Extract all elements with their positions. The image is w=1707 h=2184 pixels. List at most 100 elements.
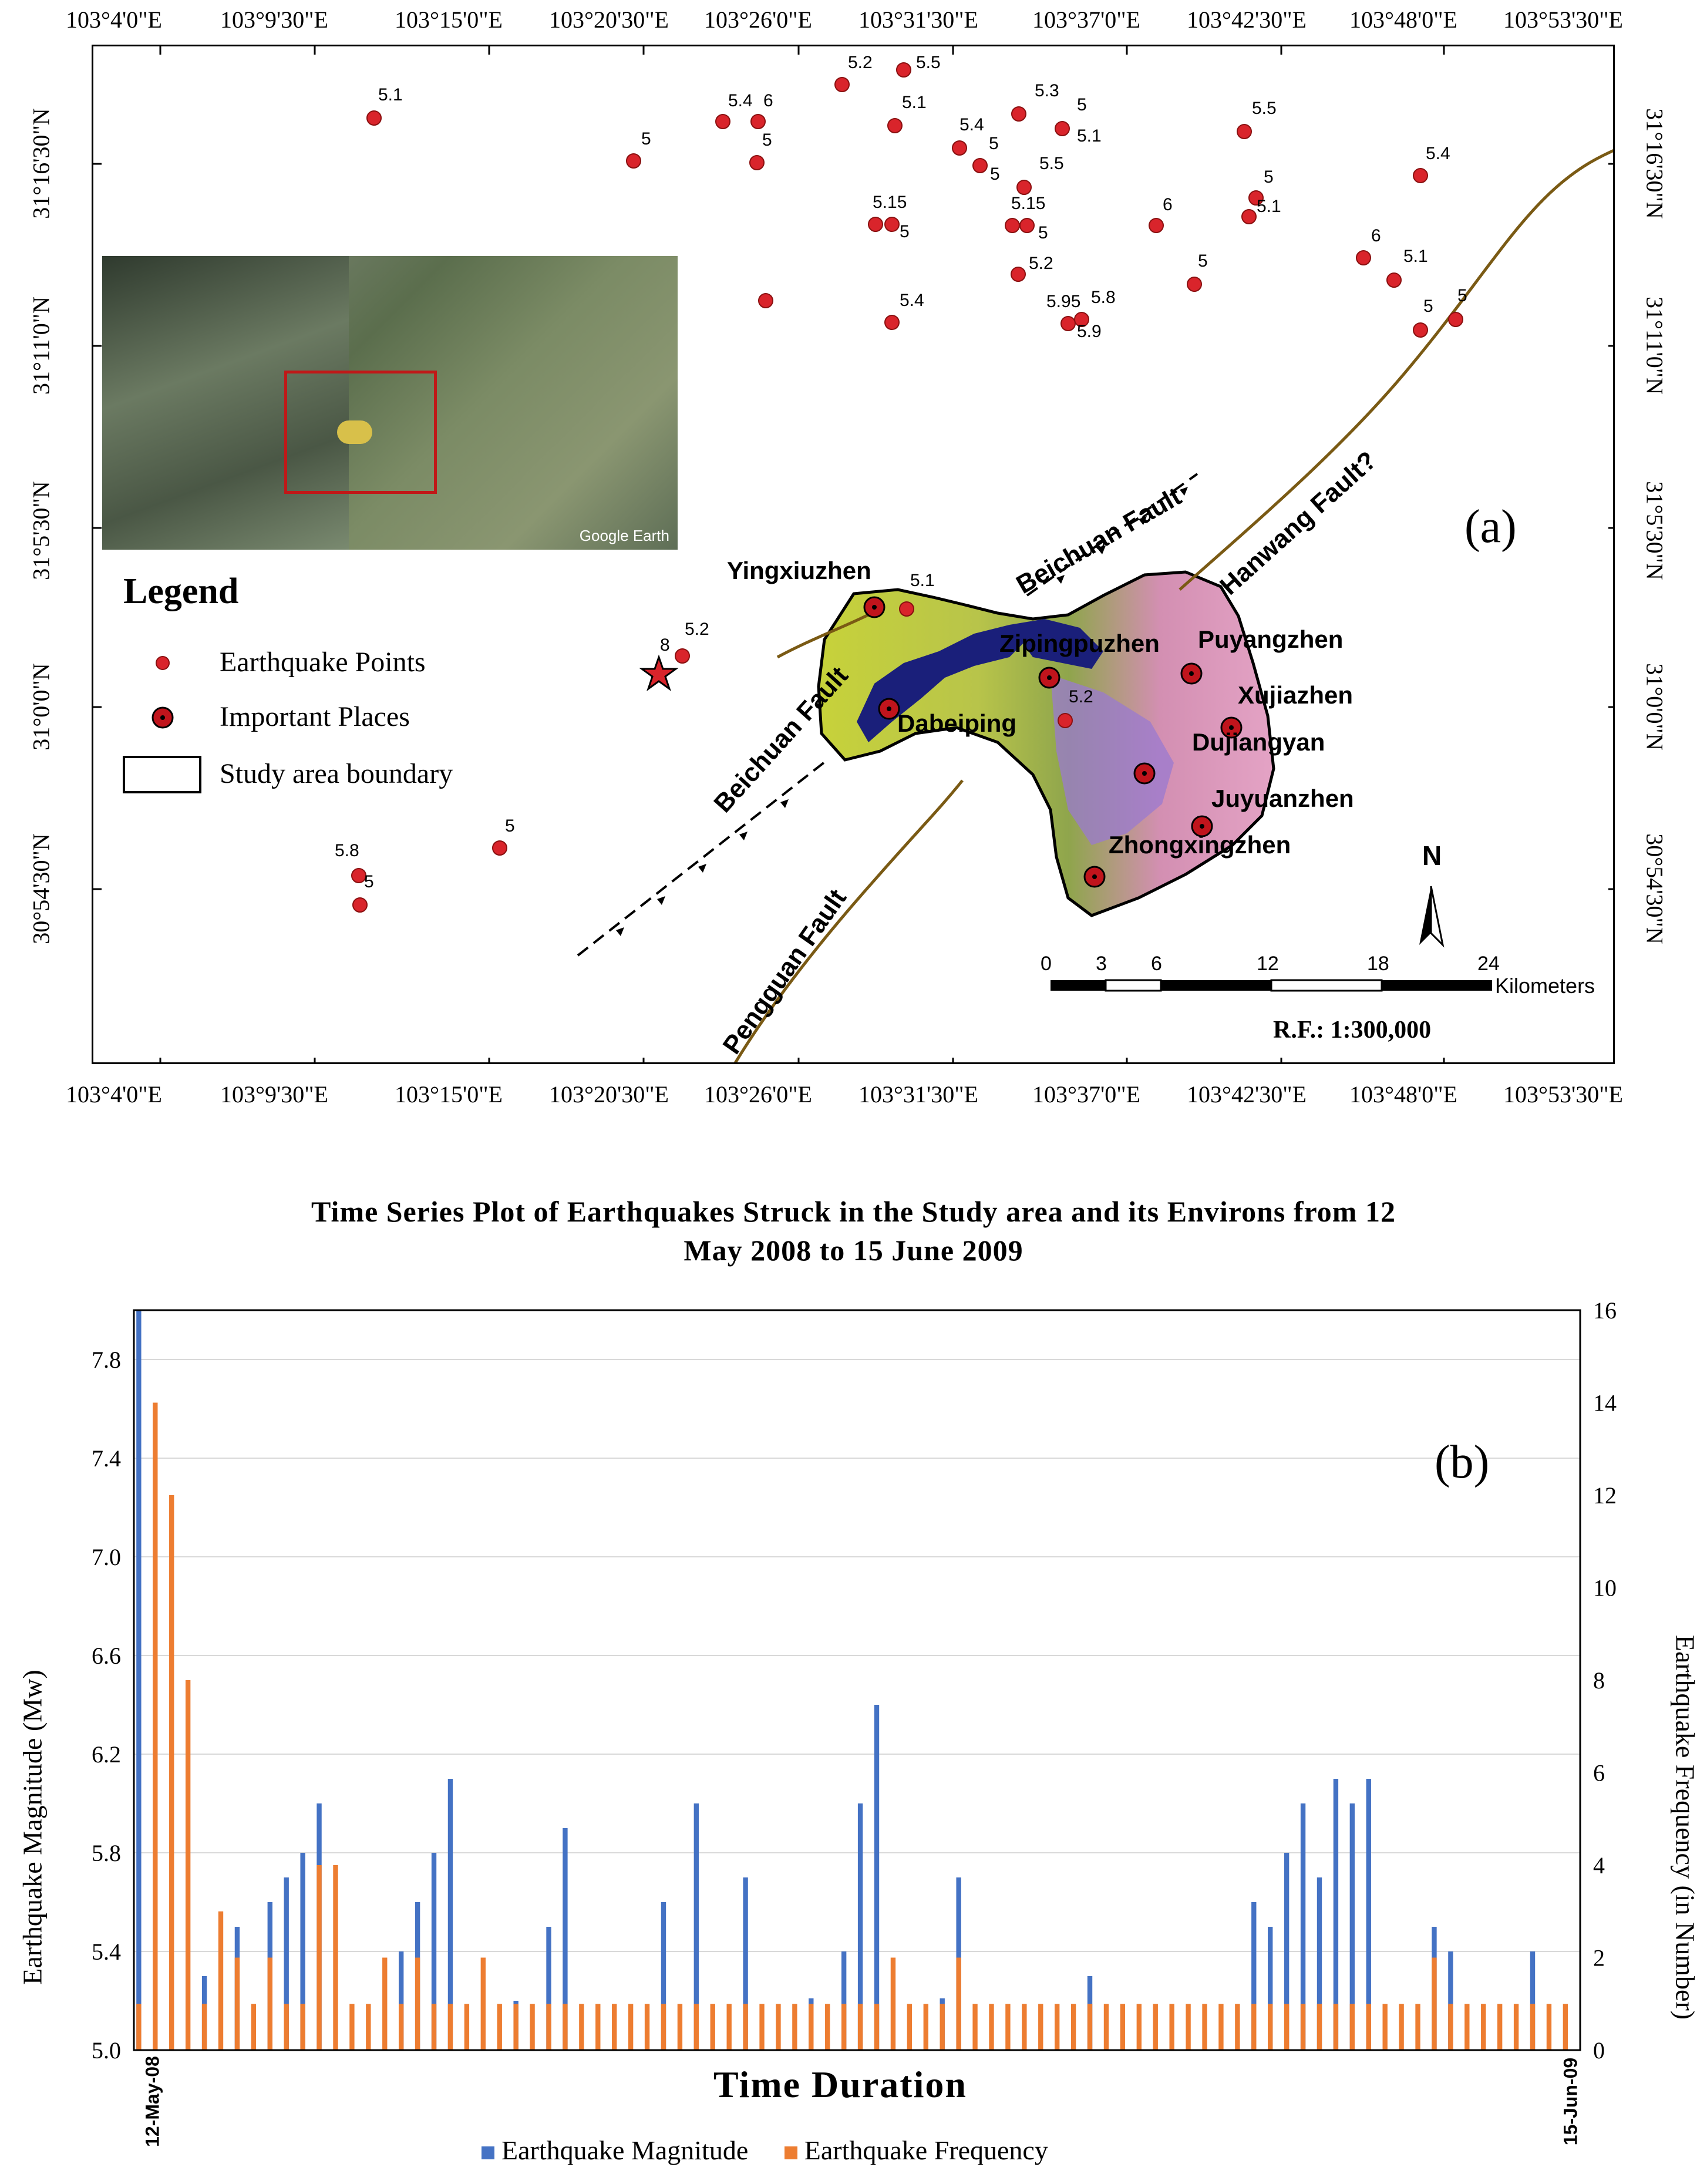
place-marker [878,698,900,720]
magnitude-label: 5 [505,816,515,836]
frequency-bar [218,1911,224,2050]
earthquake-point [1356,250,1371,265]
magnitude-label: 5.4 [728,91,753,110]
magnitude-label: 5.9 [1077,322,1102,341]
frequency-bar [1333,2004,1339,2050]
chart-plot-frame [133,1309,1581,2051]
north-label: N [1422,840,1442,871]
y-tick-right: 10 [1593,1575,1617,1601]
frequency-bar [612,2004,617,2050]
magnitude-bar [874,1705,880,2050]
magnitude-label: 6 [1371,226,1381,245]
earthquake-point [1011,267,1026,282]
magnitude-bar [1448,1951,1453,2050]
lat-label-left: 31°16'30"N [28,108,55,219]
lat-label-right: 31°16'30"N [1641,108,1668,219]
frequency-bar [1366,2004,1371,2050]
place-label-zipingpuzhen: Zipingpuzhen [999,630,1160,657]
earthquake-point [626,153,641,169]
magnitude-label: 5.1 [902,93,927,112]
magnitude-bar [857,1803,863,2050]
y-tick-left: 6.2 [92,1741,121,1768]
frequency-bar [989,2004,994,2050]
frequency-bar [1005,2004,1011,2050]
y-tick-left: 5.0 [92,2037,121,2064]
magnitude-bar [447,1779,453,2050]
earthquake-point [1149,218,1164,233]
panel-label-b: (b) [1435,1436,1490,1488]
magnitude-label: 5.8 [335,841,359,860]
magnitude-label: 5.4 [900,291,924,310]
earthquake-point [1448,312,1463,327]
legend-study-area-boundary: Study area boundary [220,758,453,789]
frequency-bar [1153,2004,1158,2050]
place-label-dujiangyan: Dujiangyan [1192,728,1325,756]
magnitude-bar [398,1951,404,2050]
place-marker [863,596,886,618]
magnitude-bar [841,1951,847,2050]
scale-tick-label: 0 [1041,953,1052,975]
inset-mountains [102,256,349,550]
frequency-bar [1103,2004,1109,2050]
frequency-bar [563,2004,568,2050]
frequency-bar [956,1957,961,2050]
frequency-bar [628,2004,634,2050]
map-graphics [93,46,1613,1062]
frequency-bar [1546,2004,1552,2050]
magnitude-label: 5.1 [1077,126,1102,146]
frequency-bar [349,2004,355,2050]
earthquake-point [1237,124,1252,139]
frequency-bar [890,1957,896,2050]
chart-bars [136,1310,1568,2050]
lon-label-bottom: 103°4'0"E [66,1081,162,1108]
earthquake-point [884,315,900,330]
earthquake-point [715,114,730,129]
place-marker [1220,716,1243,739]
y-tick-right: 6 [1593,1760,1605,1786]
frequency-bar [201,2004,207,2050]
legend-boundary-symbol [123,756,201,793]
chart-grid [134,1359,1580,2051]
frequency-bar [743,2004,748,2050]
chart-title-line2: May 2008 to 15 June 2009 [684,1234,1023,1267]
earthquake-point [750,114,766,129]
earthquake-point [1386,272,1402,288]
earthquake-point [1011,106,1026,122]
magnitude-bar [1349,1803,1355,2050]
earthquake-point [749,155,765,170]
frequency-bar [1120,2004,1126,2050]
representative-fraction: R.F.: 1:300,000 [1273,1017,1432,1044]
frequency-bar [1399,2004,1404,2050]
earthquake-point [351,868,366,883]
frequency-bar [317,1865,322,2050]
chart-ticks: 5.0 5.4 5.8 6.2 6.6 7.0 7.4 7.8 0 2 4 6 8 10 12 14 16 [92,1297,1617,2064]
earthquake-point [1413,168,1428,183]
lon-label-top: 103°48'0"E [1349,6,1457,33]
magnitude-bar [1284,1853,1289,2050]
frequency-bar [185,1680,191,2050]
frequency-bar [1530,2004,1536,2050]
frequency-bar [776,2004,781,2050]
magnitude-label: 5 [1457,286,1467,305]
earthquake-point [758,293,773,308]
magnitude-label: 5.5 [1252,99,1277,118]
frequency-bar [1235,2004,1240,2050]
earthquake-point [1058,713,1073,728]
panel-label-a: (a) [1464,501,1517,553]
magnitude-label: 5.2 [1029,254,1053,273]
lon-label-bottom: 103°9'30"E [220,1081,328,1108]
frequency-bar [1251,2004,1257,2050]
y-tick-right: 4 [1593,1852,1605,1879]
frequency-bar [1448,2004,1453,2050]
earthquake-point [887,118,903,133]
frequency-bar [1513,2004,1519,2050]
magnitude-label: 5 [1198,251,1208,271]
place-marker [1191,815,1213,837]
frequency-bar [169,1495,174,2050]
lat-label-right: 30°54'30"N [1641,833,1668,944]
frequency-bar [1186,2004,1191,2050]
magnitude-bar [563,1828,568,2050]
y-tick-left: 5.8 [92,1840,121,1866]
frequency-bar [1300,2004,1306,2050]
frequency-bar [1497,2004,1503,2050]
